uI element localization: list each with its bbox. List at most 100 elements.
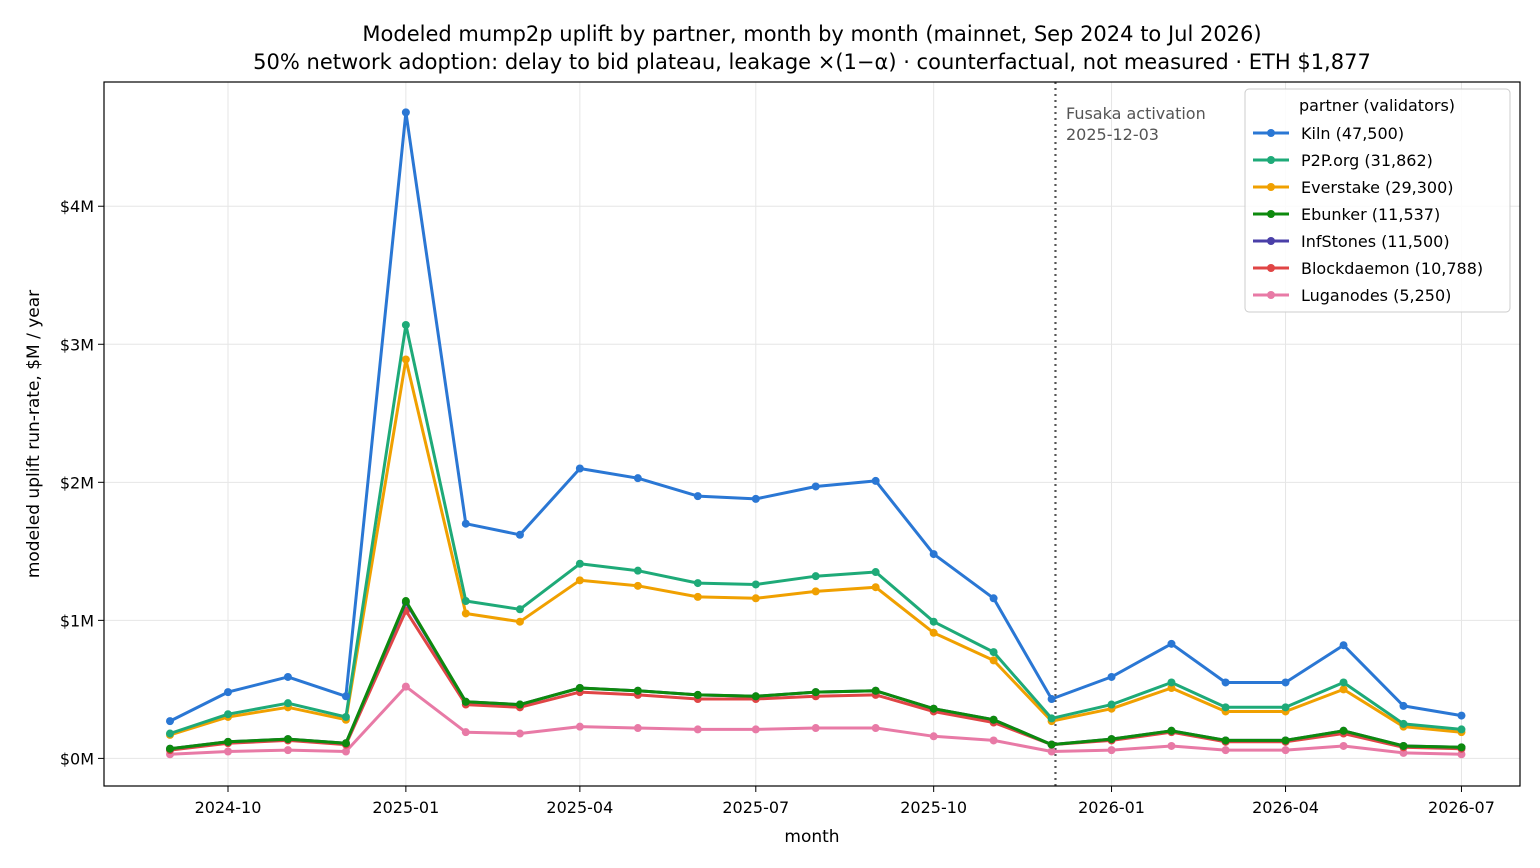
data-point [693, 492, 702, 501]
data-point [929, 704, 938, 713]
data-point [461, 728, 470, 737]
data-point [989, 736, 998, 745]
data-point [461, 609, 470, 618]
data-point [633, 566, 642, 575]
data-point [989, 656, 998, 665]
data-point [1457, 743, 1466, 752]
legend-label: Ebunker (11,537) [1301, 205, 1440, 224]
data-point [871, 686, 880, 695]
data-point [283, 746, 292, 755]
legend-swatch-marker [1267, 183, 1275, 191]
data-point [461, 597, 470, 606]
data-point [1457, 725, 1466, 734]
data-point [166, 717, 174, 726]
legend-label: P2P.org (31,862) [1301, 151, 1433, 170]
data-point [929, 732, 938, 741]
data-point [515, 729, 524, 738]
data-point [751, 494, 760, 503]
data-point [1399, 701, 1408, 710]
data-point [224, 737, 232, 746]
x-tick-label: 2025-10 [900, 798, 967, 817]
legend-label: Blockdaemon (10,788) [1301, 259, 1483, 278]
data-point [1167, 639, 1176, 648]
x-tick-label: 2025-07 [722, 798, 789, 817]
legend-label: Luganodes (5,250) [1301, 286, 1451, 305]
data-point [166, 744, 174, 753]
data-point [751, 692, 760, 701]
x-tick-label: 2025-01 [372, 798, 439, 817]
data-point [401, 108, 410, 117]
data-point [283, 699, 292, 708]
data-point [341, 692, 350, 701]
fusaka-annotation: Fusaka activation 2025-12-03 [1066, 104, 1206, 144]
data-point [166, 729, 174, 738]
data-point [1281, 678, 1290, 687]
data-point [633, 581, 642, 590]
legend-item: Ebunker (11,537) [1253, 205, 1440, 224]
y-tick-label: $2M [60, 473, 94, 492]
plot-frame [103, 81, 1521, 787]
data-point [1339, 726, 1348, 735]
x-tick-label: 2026-01 [1078, 798, 1145, 817]
data-point [575, 464, 584, 473]
legend-swatch-marker [1267, 291, 1275, 299]
y-tick-label: $0M [60, 749, 94, 768]
data-point [871, 583, 880, 592]
series [166, 597, 1466, 753]
data-point [1281, 703, 1290, 712]
data-point [1339, 678, 1348, 687]
data-point [1339, 641, 1348, 650]
data-point [1221, 736, 1230, 745]
data-point [811, 587, 820, 596]
series-layer [166, 108, 1466, 759]
data-point [1457, 711, 1466, 720]
data-point [929, 550, 938, 559]
data-point [224, 688, 232, 697]
data-point [575, 683, 584, 692]
data-point [751, 580, 760, 589]
x-tick-label: 2026-07 [1428, 798, 1495, 817]
legend-title: partner (validators) [1299, 96, 1455, 115]
legend-swatch-marker [1267, 237, 1275, 245]
data-point [515, 700, 524, 709]
data-point [1047, 695, 1056, 704]
data-point [1457, 750, 1466, 759]
data-point [461, 697, 470, 706]
data-point [283, 672, 292, 681]
data-point [283, 735, 292, 744]
data-point [871, 724, 880, 733]
data-point [811, 688, 820, 697]
data-point [811, 572, 820, 581]
data-point [341, 739, 350, 748]
legend-item: Everstake (29,300) [1253, 178, 1454, 197]
chart-subtitle: 50% network adoption: delay to bid plate… [253, 50, 1371, 74]
data-point [1339, 741, 1348, 750]
data-point [341, 712, 350, 721]
data-point [1399, 748, 1408, 757]
x-tick-label: 2025-04 [546, 798, 613, 817]
legend-swatch-marker [1267, 210, 1275, 218]
chart-title: Modeled mump2p uplift by partner, month … [362, 22, 1261, 46]
y-tick-label: $3M [60, 335, 94, 354]
legend-item: InfStones (11,500) [1253, 232, 1450, 251]
y-tick-label: $1M [60, 611, 94, 630]
legend-label: InfStones (11,500) [1301, 232, 1450, 251]
legend-swatch-marker [1267, 264, 1275, 272]
data-point [1167, 683, 1176, 692]
data-point [1167, 741, 1176, 750]
data-point [1107, 735, 1116, 744]
data-point [1047, 740, 1056, 749]
data-point [1221, 678, 1230, 687]
data-point [461, 519, 470, 528]
series [166, 682, 1466, 759]
series-line [169, 358, 1462, 737]
legend-item: Blockdaemon (10,788) [1253, 259, 1483, 278]
series [166, 108, 1466, 726]
data-point [1221, 746, 1230, 755]
data-point [693, 690, 702, 699]
data-point [751, 725, 760, 734]
data-point [693, 592, 702, 601]
legend-label: Kiln (47,500) [1301, 124, 1404, 143]
data-point [989, 715, 998, 724]
